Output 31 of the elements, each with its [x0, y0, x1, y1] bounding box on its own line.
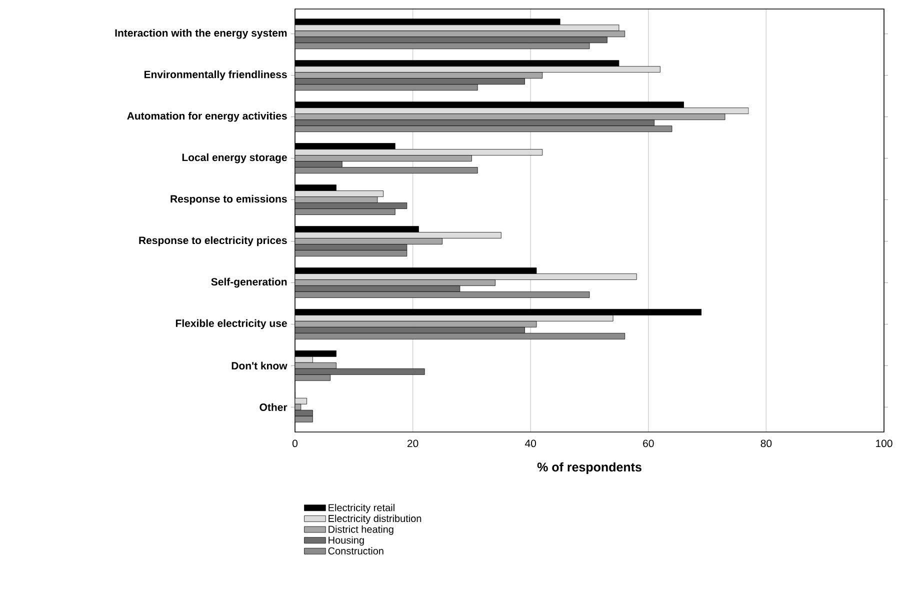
y-tick-label: Environmentally friendliness: [144, 70, 287, 80]
bar: [295, 368, 425, 375]
y-tick-label: Don't know: [232, 362, 288, 370]
y-tick-label: Response to electricity prices: [139, 236, 287, 246]
bar: [295, 202, 408, 209]
bar: [295, 326, 525, 334]
y-tick-label: Self-generation: [211, 278, 287, 288]
y-tick-label: Interaction with the energy system: [115, 28, 287, 39]
x-tick-label: 60: [643, 440, 654, 448]
y-tick-label: Flexible electricity use: [176, 319, 287, 330]
x-tick-label: 40: [524, 440, 536, 448]
x-tick-label: 20: [407, 440, 418, 448]
bar: [295, 244, 408, 250]
y-tick-label: Local energy storage: [182, 153, 287, 164]
legend-label: Construction: [328, 547, 384, 554]
legend-label: Housing: [328, 536, 364, 546]
x-tick-label: 80: [760, 440, 772, 448]
legend-label: Electricity distribution: [328, 514, 422, 524]
legend-label: District heating: [328, 526, 394, 535]
y-tick-label: Other: [260, 403, 288, 411]
x-tick-label: 100: [876, 440, 892, 448]
bar: [295, 286, 460, 292]
bar: [295, 36, 608, 44]
legend-label: Electricity retail: [328, 504, 394, 514]
bar: [295, 78, 525, 85]
x-tick-label: 0: [292, 440, 298, 448]
bar: [295, 161, 342, 168]
x-axis-title: % of respondents: [537, 462, 642, 474]
bar: [295, 120, 654, 126]
y-tick-label: Response to emissions: [170, 194, 287, 205]
y-tick-label: Automation for energy activities: [127, 112, 287, 122]
